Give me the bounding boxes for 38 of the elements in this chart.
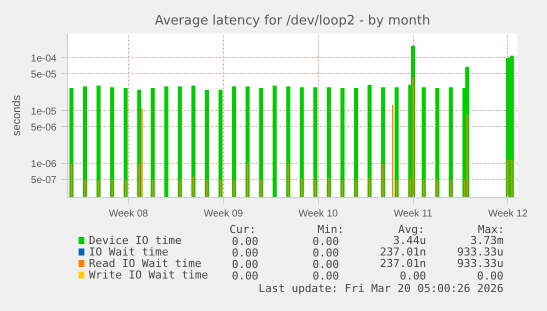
text: 237.01n [380,246,426,258]
text: 237.01n [380,257,426,270]
legend-label: IO Wait time [88,246,168,258]
text: 0.00 [232,270,258,282]
legend-label: Read IO Wait time [88,257,202,270]
y-tick-label: 1e-06 [30,159,57,170]
text: 0.00 [312,235,339,248]
y-tick-label: 5e-06 [30,122,57,134]
x-tick-label: Week 08 [108,208,149,220]
y-tick-label: 1e-04 [30,53,57,64]
text: Last update: Fri Mar 20 05:00:26 2026 [258,282,504,295]
x-tick-label: Week 10 [298,208,338,220]
text: 0.00 [232,235,258,248]
legend-label: Device IO time [88,234,182,247]
text: Min: [318,223,344,236]
y-tick-label: 1e-05 [30,106,57,118]
x-tick-label: Week 12 [488,208,528,220]
text: 3.73m [470,234,504,247]
y-tick-label: 5e-05 [30,69,57,80]
x-tick-label: Week 11 [394,208,433,220]
text: 933.33u [457,257,504,270]
text: 0.00 [477,270,504,282]
text: 3.44u [393,234,426,247]
text: 0.00 [312,258,339,271]
text: 0.00 [312,246,339,260]
text: 933.33u [457,246,504,258]
chart-title: Average latency for /dev/loop2 - by month [154,14,430,28]
text: 0.00 [232,258,258,271]
text: Avg: [398,223,425,236]
text: 0.00 [400,270,426,282]
x-tick-label: Week 09 [204,208,244,220]
y-tick-label: 5e-07 [30,175,57,186]
legend-label: Write IO Wait time [88,268,208,282]
text: Max: [478,223,504,236]
text: Cur: [229,223,256,236]
text: 0.00 [312,270,339,282]
text: 0.00 [232,246,258,260]
y-axis-title: seconds [10,94,23,136]
